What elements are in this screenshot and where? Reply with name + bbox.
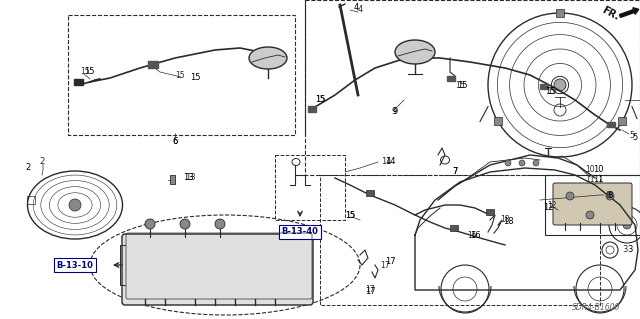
FancyBboxPatch shape — [553, 183, 632, 225]
Text: 3: 3 — [622, 246, 628, 255]
Bar — [170, 175, 175, 184]
Bar — [556, 9, 564, 17]
Bar — [305, 0, 640, 175]
Bar — [450, 225, 458, 231]
Bar — [545, 175, 640, 235]
Text: 15: 15 — [315, 94, 325, 103]
Circle shape — [505, 160, 511, 166]
Text: 7: 7 — [452, 167, 458, 176]
Text: 15: 15 — [315, 94, 325, 103]
Bar — [540, 84, 548, 89]
Text: 15: 15 — [345, 211, 355, 219]
Text: 18: 18 — [500, 216, 509, 225]
Bar — [493, 117, 502, 125]
Text: B-13-40: B-13-40 — [282, 227, 319, 236]
Text: 10: 10 — [593, 166, 604, 174]
Text: 2: 2 — [40, 158, 45, 167]
Text: 9: 9 — [392, 108, 397, 116]
Text: 18: 18 — [502, 218, 513, 226]
Circle shape — [519, 160, 525, 166]
Bar — [74, 79, 83, 85]
Circle shape — [566, 192, 574, 200]
Text: 11: 11 — [585, 175, 595, 184]
Text: 5: 5 — [629, 130, 635, 139]
Text: 15: 15 — [84, 68, 94, 77]
Ellipse shape — [249, 47, 287, 69]
Bar — [486, 209, 494, 215]
Circle shape — [586, 211, 594, 219]
Ellipse shape — [395, 40, 435, 64]
Text: 5: 5 — [632, 133, 637, 143]
Text: 9: 9 — [392, 108, 397, 116]
Text: 17: 17 — [365, 286, 375, 294]
FancyArrow shape — [620, 8, 639, 18]
Text: 13: 13 — [182, 174, 193, 182]
Circle shape — [554, 79, 566, 91]
Text: 6: 6 — [172, 137, 178, 146]
Text: 12: 12 — [543, 204, 553, 212]
Text: 4: 4 — [353, 4, 358, 12]
Text: 12: 12 — [547, 201, 557, 210]
Text: 17: 17 — [365, 287, 375, 296]
Text: 15: 15 — [457, 80, 467, 90]
Text: SDR4-B1600: SDR4-B1600 — [572, 303, 620, 313]
Text: 10: 10 — [585, 166, 595, 174]
Bar — [447, 76, 455, 81]
Bar — [27, 196, 35, 204]
Bar — [275, 155, 345, 220]
Circle shape — [623, 221, 631, 229]
Text: 11: 11 — [593, 175, 604, 184]
Text: 17: 17 — [380, 261, 390, 270]
Text: 15: 15 — [175, 70, 185, 79]
Bar — [607, 122, 615, 127]
Circle shape — [533, 160, 539, 166]
Bar — [308, 106, 316, 112]
Text: 14: 14 — [381, 158, 391, 167]
FancyBboxPatch shape — [122, 234, 313, 305]
Text: 15: 15 — [455, 80, 465, 90]
Text: 8: 8 — [605, 190, 611, 199]
Text: 17: 17 — [385, 257, 396, 266]
Circle shape — [180, 219, 190, 229]
Circle shape — [215, 219, 225, 229]
Text: 15: 15 — [547, 87, 557, 97]
Bar — [618, 117, 627, 125]
Text: 4: 4 — [357, 5, 363, 14]
Bar — [148, 61, 158, 68]
Bar — [68, 15, 295, 135]
Circle shape — [606, 192, 614, 200]
Circle shape — [69, 199, 81, 211]
Text: 3: 3 — [627, 246, 633, 255]
Text: 2: 2 — [26, 164, 31, 173]
Circle shape — [145, 219, 155, 229]
Text: B-13-10: B-13-10 — [56, 261, 93, 270]
Text: 7: 7 — [452, 167, 458, 176]
Text: 15: 15 — [189, 73, 200, 83]
Text: 16: 16 — [470, 231, 480, 240]
Text: 15: 15 — [80, 68, 90, 77]
Text: 8: 8 — [607, 190, 612, 199]
Text: 15: 15 — [345, 211, 355, 219]
Text: 15: 15 — [545, 87, 556, 97]
Text: FR.: FR. — [600, 5, 620, 23]
Text: 14: 14 — [385, 158, 396, 167]
Text: 6: 6 — [172, 137, 178, 146]
Text: 13: 13 — [185, 174, 196, 182]
Text: 16: 16 — [467, 231, 477, 240]
Bar — [366, 190, 374, 196]
Bar — [320, 175, 600, 305]
